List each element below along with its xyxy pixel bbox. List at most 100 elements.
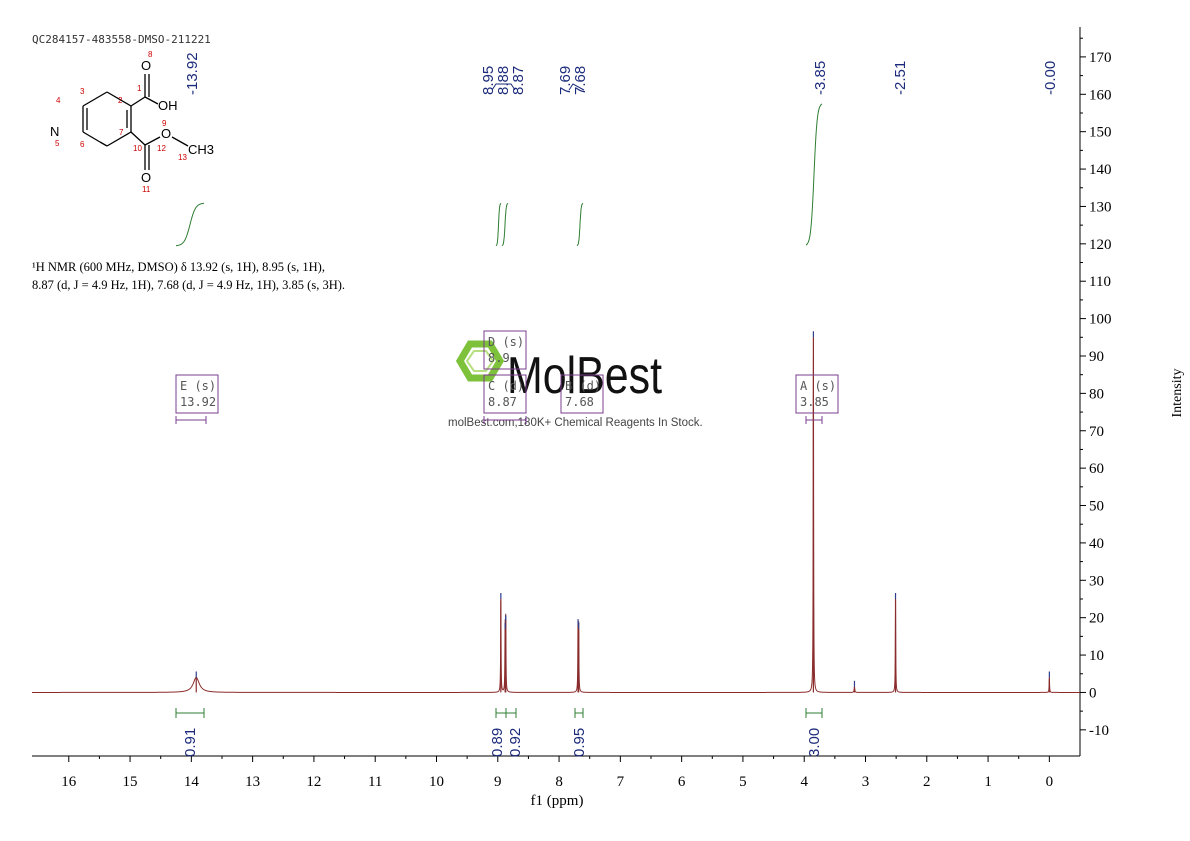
integral-value: 0.92 xyxy=(507,728,524,757)
peak-label: -0.00 xyxy=(1042,61,1059,95)
atom-num-8: 8 xyxy=(148,50,153,59)
atom-num-12: 12 xyxy=(157,144,166,153)
watermark: MolBest molBest.com,180K+ Chemical Reage… xyxy=(448,340,703,429)
y-axis-label: Intensity xyxy=(1170,369,1185,418)
y-tick-label: 10 xyxy=(1089,648,1104,664)
peak-labels: -13.92 8.958.888.87 7.697.68 -3.85 -2.51 -0.0… xyxy=(184,52,1059,95)
y-tick-label: 120 xyxy=(1089,237,1112,253)
x-tick-label: 1 xyxy=(984,774,992,790)
watermark-brand: MolBest xyxy=(507,347,662,405)
multiplet-shift: 13.92 xyxy=(180,395,216,409)
atom-oh9: OH xyxy=(158,98,178,113)
x-tick-label: 16 xyxy=(61,774,77,790)
x-tick-label: 10 xyxy=(429,774,444,790)
x-tick-label: 3 xyxy=(862,774,870,790)
atom-num-6: 6 xyxy=(80,140,85,149)
integral-curve xyxy=(175,202,205,247)
y-tick-label: 130 xyxy=(1089,199,1112,215)
y-tick-label: 100 xyxy=(1089,312,1112,328)
x-tick-label: 13 xyxy=(245,774,260,790)
chemical-structure xyxy=(82,74,189,170)
y-tick-label: 20 xyxy=(1089,611,1104,627)
x-tick-label: 11 xyxy=(368,774,382,790)
atom-num-3: 3 xyxy=(80,87,85,96)
x-tick-label: 14 xyxy=(184,774,200,790)
atom-o12: O xyxy=(161,126,171,141)
sample-id: QC284157-483558-DMSO-211221 xyxy=(32,33,211,46)
multiplet-label: B (d) xyxy=(565,379,601,393)
y-tick-label: 70 xyxy=(1089,424,1104,440)
atom-num-13: 13 xyxy=(178,153,187,162)
spectrum xyxy=(32,331,1080,693)
peak-label: -2.51 xyxy=(892,61,909,95)
atom-n5: N xyxy=(50,124,59,139)
atom-o8: O xyxy=(141,58,151,73)
peak-label: -13.92 xyxy=(184,52,201,95)
multiplet-box xyxy=(483,374,527,414)
multiplet-shift: 8.9 xyxy=(488,351,510,365)
peak-label: -3.85 xyxy=(812,61,829,95)
y-tick-label: -10 xyxy=(1089,723,1109,739)
label-bracket xyxy=(491,83,516,91)
y-tick-label: 0 xyxy=(1089,685,1097,701)
watermark-tagline: molBest.com,180K+ Chemical Reagents In S… xyxy=(448,417,703,429)
multiplet-shift: 8.87 xyxy=(488,395,517,409)
y-tick-label: 30 xyxy=(1089,573,1104,589)
x-tick-label: 15 xyxy=(123,774,138,790)
multiplet-box xyxy=(795,374,839,414)
multiplet-boxes: E (s) 13.92 D (s) 8.9 C (d) 8.87 B (d) 7.68 A (s… xyxy=(175,330,839,424)
atom-num-7: 7 xyxy=(119,128,124,137)
axes: 16 15 14 13 12 11 10 9 8 7 6 5 4 3 2 1 0-100102030405060… xyxy=(32,27,1112,790)
atom-num-11: 11 xyxy=(142,185,151,194)
atom-num-9: 9 xyxy=(162,119,167,128)
integral-curve xyxy=(495,202,502,247)
x-axis-label: f1 (ppm) xyxy=(531,793,584,809)
x-tick-label: 8 xyxy=(555,774,563,790)
y-tick-label: 50 xyxy=(1089,499,1104,515)
y-tick-label: 170 xyxy=(1089,50,1112,66)
integral-curve xyxy=(576,202,584,247)
integral-curve xyxy=(805,103,823,246)
integral-value: 0.91 xyxy=(182,728,199,757)
y-tick-label: 80 xyxy=(1089,386,1104,402)
x-tick-label: 5 xyxy=(739,774,747,790)
label-bracket xyxy=(568,83,585,91)
x-tick-label: 7 xyxy=(617,774,625,790)
atom-num-10: 10 xyxy=(133,144,142,153)
peak-label: 8.87 xyxy=(510,66,527,95)
nmr-summary-line1: ¹H NMR (600 MHz, DMSO) δ 13.92 (s, 1H), … xyxy=(32,260,325,274)
integrals: 0.91 0.89 0.92 0.95 3.00 xyxy=(175,103,823,757)
peak-label: 8.88 xyxy=(495,66,512,95)
atom-num-1: 1 xyxy=(137,84,142,93)
y-tick-label: 110 xyxy=(1089,274,1111,290)
multiplet-label: C (d) xyxy=(488,379,524,393)
peak-label: 7.68 xyxy=(572,66,589,95)
integral-curve xyxy=(501,202,509,247)
atom-num-5: 5 xyxy=(55,139,60,148)
atom-num-4: 4 xyxy=(56,96,61,105)
multiplet-box xyxy=(175,374,219,414)
x-tick-label: 2 xyxy=(923,774,931,790)
x-tick-label: 9 xyxy=(494,774,502,790)
peak-label: 8.95 xyxy=(480,66,497,95)
multiplet-box xyxy=(483,330,527,370)
x-tick-label: 0 xyxy=(1046,774,1054,790)
integral-value: 3.00 xyxy=(806,728,823,757)
multiplet-label: A (s) xyxy=(800,379,836,393)
atom-num-2: 2 xyxy=(118,96,123,105)
atom-o11: O xyxy=(141,170,151,185)
multiplet-label: E (s) xyxy=(180,379,216,393)
integral-value: 0.89 xyxy=(489,728,506,757)
x-tick-label: 12 xyxy=(306,774,321,790)
multiplet-label: D (s) xyxy=(488,335,524,349)
y-tick-label: 140 xyxy=(1089,162,1112,178)
integral-value: 0.95 xyxy=(571,728,588,757)
y-tick-label: 150 xyxy=(1089,125,1112,141)
x-tick-label: 6 xyxy=(678,774,686,790)
peak-label: 7.69 xyxy=(557,66,574,95)
multiplet-shift: 3.85 xyxy=(800,395,829,409)
multiplet-box xyxy=(560,374,604,414)
x-tick-label: 4 xyxy=(800,774,808,790)
y-tick-label: 40 xyxy=(1089,536,1104,552)
